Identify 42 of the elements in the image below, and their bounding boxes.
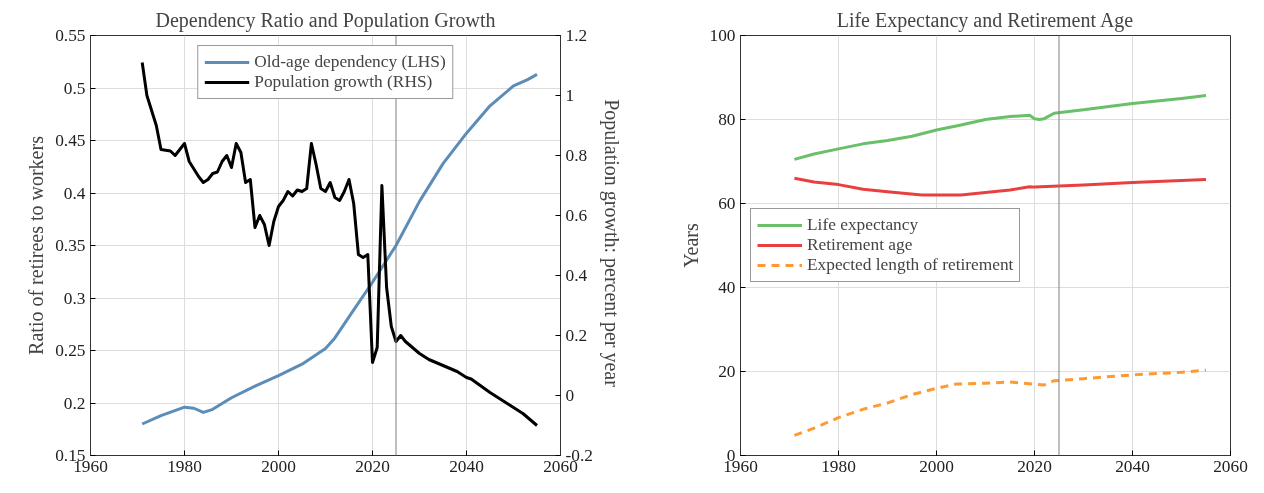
x-tick-label: 2000 <box>919 456 954 476</box>
y2-tick-label: 0.6 <box>565 206 588 225</box>
y-tick-label: 40 <box>718 278 736 297</box>
y-axis-title: Ratio of retirees to workers <box>25 135 48 355</box>
legend-label: Population growth (RHS) <box>254 72 433 92</box>
chart-title: Life Expectancy and Retirement Age <box>836 8 1134 32</box>
legend-label: Old-age dependency (LHS) <box>254 52 446 72</box>
y2-tick-label: 1 <box>565 86 575 105</box>
y-tick-label: 0.55 <box>55 26 86 45</box>
x-tick-label: 2040 <box>449 456 484 476</box>
x-tick-label: 1980 <box>821 456 856 476</box>
y-tick-label: 0.3 <box>63 288 86 308</box>
y-tick-label: 0.4 <box>63 183 86 203</box>
y-tick-label: 0.45 <box>55 131 86 150</box>
y2-tick-label: 0.2 <box>565 326 588 345</box>
y-tick-label: 100 <box>709 26 736 45</box>
y2-tick-label: 0.4 <box>565 266 588 285</box>
x-tick-label: 2040 <box>1115 456 1150 476</box>
x-tick-label: 2000 <box>261 456 296 476</box>
y-tick-label: 60 <box>718 194 736 213</box>
line-series <box>792 368 1208 437</box>
y2-tick-label: 1.2 <box>565 26 588 45</box>
y-axis-title: Years <box>679 222 702 268</box>
line-series <box>792 176 1208 197</box>
y-tick-label: 0.35 <box>55 236 86 255</box>
y-tick-label: 0.2 <box>63 393 86 413</box>
y-tick-label: 0.25 <box>55 341 86 360</box>
y-tick-label: 20 <box>718 362 736 381</box>
y-tick-label: 0.5 <box>63 78 86 98</box>
x-tick-label: 2060 <box>1213 456 1248 476</box>
chart-title: Dependency Ratio and Population Growth <box>155 8 496 32</box>
x-tick-label: 2020 <box>1017 456 1052 476</box>
legend-label: Expected length of retirement <box>807 255 1014 275</box>
line-series <box>792 94 1208 161</box>
x-tick-label: 2020 <box>355 456 390 476</box>
legend-label: Retirement age <box>807 235 913 255</box>
y2-tick-label: 0 <box>565 386 575 405</box>
x-tick-label: 1980 <box>167 456 202 476</box>
y-tick-label: 80 <box>718 110 736 129</box>
y2-axis-title: Population growth: percent per year <box>599 99 623 388</box>
y2-tick-label: 0.8 <box>565 146 588 165</box>
legend-label: Life expectancy <box>807 215 919 235</box>
